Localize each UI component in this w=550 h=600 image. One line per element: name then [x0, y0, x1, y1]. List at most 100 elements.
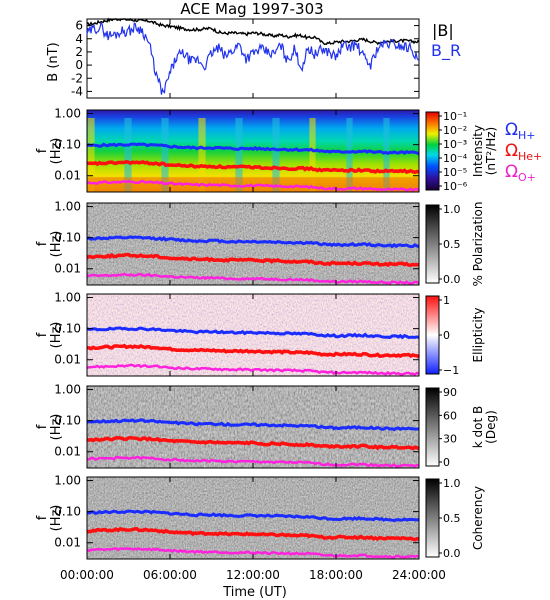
cyclotron-line-H-plus: [86, 142, 420, 156]
spectrogram-streak: [350, 118, 352, 192]
colorbar-tick-label: 30: [443, 433, 457, 446]
spectrogram-panel-3: 1.00 0.10 0.01 f (Hz) 1 0 −1 Ellipticity: [35, 291, 485, 377]
spectrogram-ylabel: f: [35, 241, 50, 246]
time-axis-label: Time (UT): [222, 585, 287, 600]
spectrogram-streak: [314, 118, 316, 192]
cyclotron-line-He-plus: [86, 159, 420, 175]
spectrogram-ylabel-unit: (Hz): [49, 231, 64, 258]
spectrogram-streak: [126, 118, 128, 192]
panel-b-ylabel: B (nT): [46, 42, 61, 81]
cyclotron-line-H-plus: [86, 326, 420, 340]
spectrogram-streak: [273, 118, 275, 192]
panel-b-ytick-label: 2: [75, 45, 83, 59]
colorbar-label: % Polarization: [471, 202, 485, 287]
spectrogram-streak: [128, 118, 130, 192]
time-tick-label: 12:00:00: [226, 568, 280, 582]
spectrogram-streak: [204, 118, 206, 192]
colorbar-tick-label: 0.0: [443, 547, 461, 560]
spectrogram-streak: [129, 118, 131, 192]
spectrogram-streak: [164, 118, 166, 192]
spectrogram-streak: [237, 118, 239, 192]
spectrogram-streak: [238, 118, 240, 192]
spectrogram-ytick-label: 1.00: [54, 474, 81, 488]
cyclotron-line-He-plus: [86, 252, 419, 268]
spectrogram-ytick-label: 0.10: [54, 138, 81, 152]
series-b-magnitude-line: [86, 17, 420, 46]
colorbar-tick-label: 1: [443, 294, 450, 307]
legend-b-magnitude: |B|: [432, 21, 454, 40]
colorbar-tick-label: 1.0: [443, 203, 461, 216]
colorbar-tick-label: 0: [443, 329, 450, 342]
spectrogram-streak: [241, 118, 243, 192]
spectrogram-streak: [310, 118, 312, 192]
spectrogram-streak: [163, 118, 165, 192]
cyclotron-line-O-plus: [86, 455, 420, 468]
figure-title: ACE Mag 1997-303: [180, 0, 323, 18]
spectrogram-streak: [162, 118, 164, 192]
spectrogram-streak: [278, 118, 280, 192]
spectrogram-streak: [199, 118, 201, 192]
spectrogram-streak: [93, 118, 95, 192]
spectrogram-streak: [127, 118, 129, 192]
colorbar-label: Coherency: [471, 486, 485, 550]
colorbar-tick-label: 10⁻⁶: [443, 180, 468, 193]
spectrogram-panel-5: 1.00 0.10 0.01 f (Hz) 1.0 0.5 0.0 Coherency: [35, 474, 485, 560]
spectrogram-ytick-label: 0.01: [54, 262, 81, 276]
legend-br: B_R: [431, 41, 461, 61]
colorbar: [425, 387, 440, 467]
spectrogram-ylabel: f: [35, 515, 50, 520]
spectrogram-streak: [124, 118, 126, 192]
spectrogram-ylabel-unit: (Hz): [49, 138, 64, 165]
spectrogram-ytick-label: 1.00: [54, 200, 81, 214]
spectrogram-streak: [388, 118, 390, 192]
spectrogram-panel-4: 1.00 0.10 0.01 f (Hz) 90 60 30 0 k dot B (Deg): [35, 383, 498, 469]
spectrogram-streak: [91, 118, 93, 192]
cyclotron-line-He-plus: [86, 526, 420, 542]
spectrogram-streak: [200, 118, 202, 192]
cyclotron-line-H-plus: [86, 418, 420, 432]
spectrogram-streak: [272, 118, 274, 192]
colorbar-label: Intensity: [471, 125, 485, 177]
spectrogram-streak: [312, 118, 314, 192]
spectrogram-ytick-label: 1.00: [54, 107, 81, 121]
spectrogram-streak: [347, 118, 349, 192]
panel-b-ytick-label: -2: [71, 71, 83, 85]
spectrogram-ytick-label: 1.00: [54, 291, 81, 305]
time-tick-label: 18:00:00: [309, 568, 363, 582]
cyclotron-line-O-plus: [86, 272, 420, 285]
spectrogram-streak: [130, 118, 132, 192]
spectrogram-streak: [125, 118, 127, 192]
spectrogram-ytick-label: 0.10: [54, 505, 81, 519]
spectrogram-streak: [240, 118, 242, 192]
spectrogram-streak: [384, 118, 386, 192]
spectrogram-streak: [88, 118, 90, 192]
colorbar-tick-label: 10⁻²: [443, 124, 467, 137]
panel-b-ytick-label: 6: [75, 19, 83, 33]
spectrogram-streak: [201, 118, 203, 192]
colorbar-tick-label: 90: [443, 386, 457, 399]
spectrogram-ytick-label: 0.01: [54, 353, 81, 367]
legend-cyclotron-o-plus: ΩO+: [505, 162, 536, 184]
spectrogram-streak: [386, 118, 388, 192]
spectrogram-streak: [276, 118, 278, 192]
spectrogram-ytick-label: 0.10: [54, 414, 81, 428]
spectrogram-streak: [166, 118, 168, 192]
colorbar-tick-label: −1: [443, 364, 459, 377]
colorbar-tick-label: 0.0: [443, 273, 461, 286]
spectrogram-streak: [236, 118, 238, 192]
spectrogram-streak: [89, 118, 91, 192]
panel-b-ytick-label: -4: [71, 84, 83, 98]
colorbar-label-unit: (nT²/Hz): [484, 127, 498, 175]
spectrogram-streak: [385, 118, 387, 192]
colorbar: [425, 295, 440, 375]
spectrogram-streak: [309, 118, 311, 192]
spectrogram-streak: [203, 118, 205, 192]
spectrogram-panels: 1.000.100.01f (Hz)10⁻¹10⁻²10⁻³10⁻⁴10⁻⁵10⁻…: [35, 107, 542, 560]
spectrogram-streak: [349, 118, 351, 192]
series-br-line: [86, 21, 420, 95]
spectrogram-streak: [383, 118, 385, 192]
spectrogram-panel-1: 1.00 0.10 0.01 f (Hz) 10⁻¹10⁻²10⁻³10⁻⁴10⁻⁵10⁻…: [35, 107, 542, 193]
spectrogram-streak: [165, 118, 167, 192]
